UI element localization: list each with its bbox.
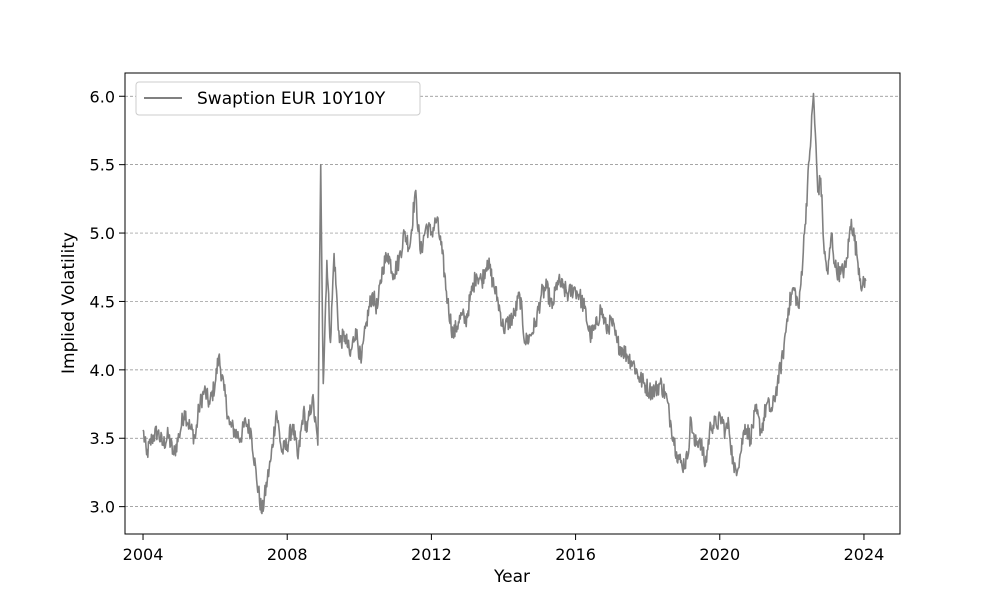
- tick-layer: 3.0 3.5 4.0 4.5 5.0 5.5 6.0 2004 2008 2012 2016 202…: [90, 87, 885, 564]
- x-tick-label: 2012: [411, 545, 452, 564]
- plot-frame: [124, 72, 901, 535]
- y-tick-label: 5.5: [90, 156, 115, 175]
- series-layer: [142, 92, 867, 515]
- legend: Swaption EUR 10Y10Y: [135, 81, 421, 116]
- x-axis-label: Year: [493, 567, 530, 587]
- y-tick-label: 3.0: [90, 498, 115, 517]
- grid-layer: [125, 95, 900, 507]
- x-tick-label: 2004: [123, 545, 164, 564]
- series-line: [142, 92, 867, 515]
- y-tick-label: 6.0: [90, 87, 115, 106]
- x-tick-label: 2024: [844, 545, 885, 564]
- y-tick-label: 5.0: [90, 224, 115, 243]
- x-tick-label: 2020: [699, 545, 740, 564]
- y-tick-label: 4.0: [90, 361, 115, 380]
- y-axis-label: Implied Volatility: [59, 232, 79, 374]
- y-tick-label: 4.5: [90, 292, 115, 311]
- legend-label: Swaption EUR 10Y10Y: [197, 89, 386, 109]
- x-tick-label: 2016: [555, 545, 596, 564]
- legend-box: [135, 81, 421, 116]
- x-tick-label: 2008: [267, 545, 308, 564]
- y-tick-label: 3.5: [90, 429, 115, 448]
